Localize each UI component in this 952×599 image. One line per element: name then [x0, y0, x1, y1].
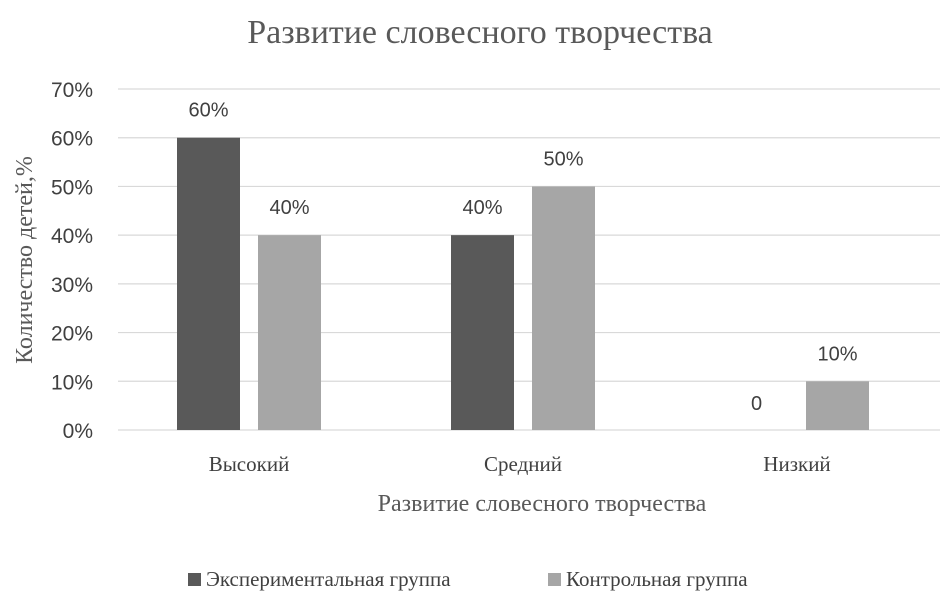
- x-tick-label: Средний: [484, 452, 562, 476]
- data-label: 60%: [188, 100, 228, 122]
- legend-label: Экспериментальная группа: [206, 567, 451, 591]
- y-tick-label: 0%: [63, 420, 93, 443]
- bars: [177, 137, 869, 430]
- bar: [451, 235, 514, 430]
- legend-swatch: [188, 573, 201, 586]
- legend-swatch: [548, 573, 561, 586]
- bar: [532, 186, 595, 430]
- y-tick-label: 60%: [51, 128, 93, 151]
- y-tick-label: 70%: [51, 79, 93, 102]
- data-labels: 60% 40% 40% 50% 0 10%: [188, 100, 857, 415]
- y-tick-label: 50%: [51, 176, 93, 199]
- x-tick-label: Высокий: [209, 452, 290, 476]
- y-tick-label: 40%: [51, 225, 93, 248]
- gridlines: [118, 88, 940, 431]
- legend-label: Контрольная группа: [566, 567, 748, 591]
- y-tick-label: 20%: [51, 323, 93, 346]
- legend: Экспериментальная группа Контрольная груп…: [188, 567, 748, 591]
- data-label: 10%: [817, 343, 857, 365]
- x-axis-label: Развитие словесного творчества: [378, 491, 707, 517]
- bar: [806, 381, 869, 430]
- data-label: 0: [751, 393, 762, 415]
- x-tick-labels: Высокий Средний Низкий: [209, 452, 831, 476]
- data-label: 40%: [269, 197, 309, 219]
- bar: [177, 137, 240, 430]
- chart-title: Развитие словесного творчества: [247, 14, 713, 51]
- y-tick-label: 30%: [51, 274, 93, 297]
- data-label: 50%: [543, 148, 583, 170]
- bar: [258, 235, 321, 430]
- y-axis-label: Количество детей,%: [12, 156, 38, 364]
- y-tick-label: 10%: [51, 371, 93, 394]
- data-label: 40%: [462, 197, 502, 219]
- y-tick-labels: 0% 10% 20% 30% 40% 50% 60% 70%: [51, 79, 93, 443]
- x-tick-label: Низкий: [763, 452, 830, 476]
